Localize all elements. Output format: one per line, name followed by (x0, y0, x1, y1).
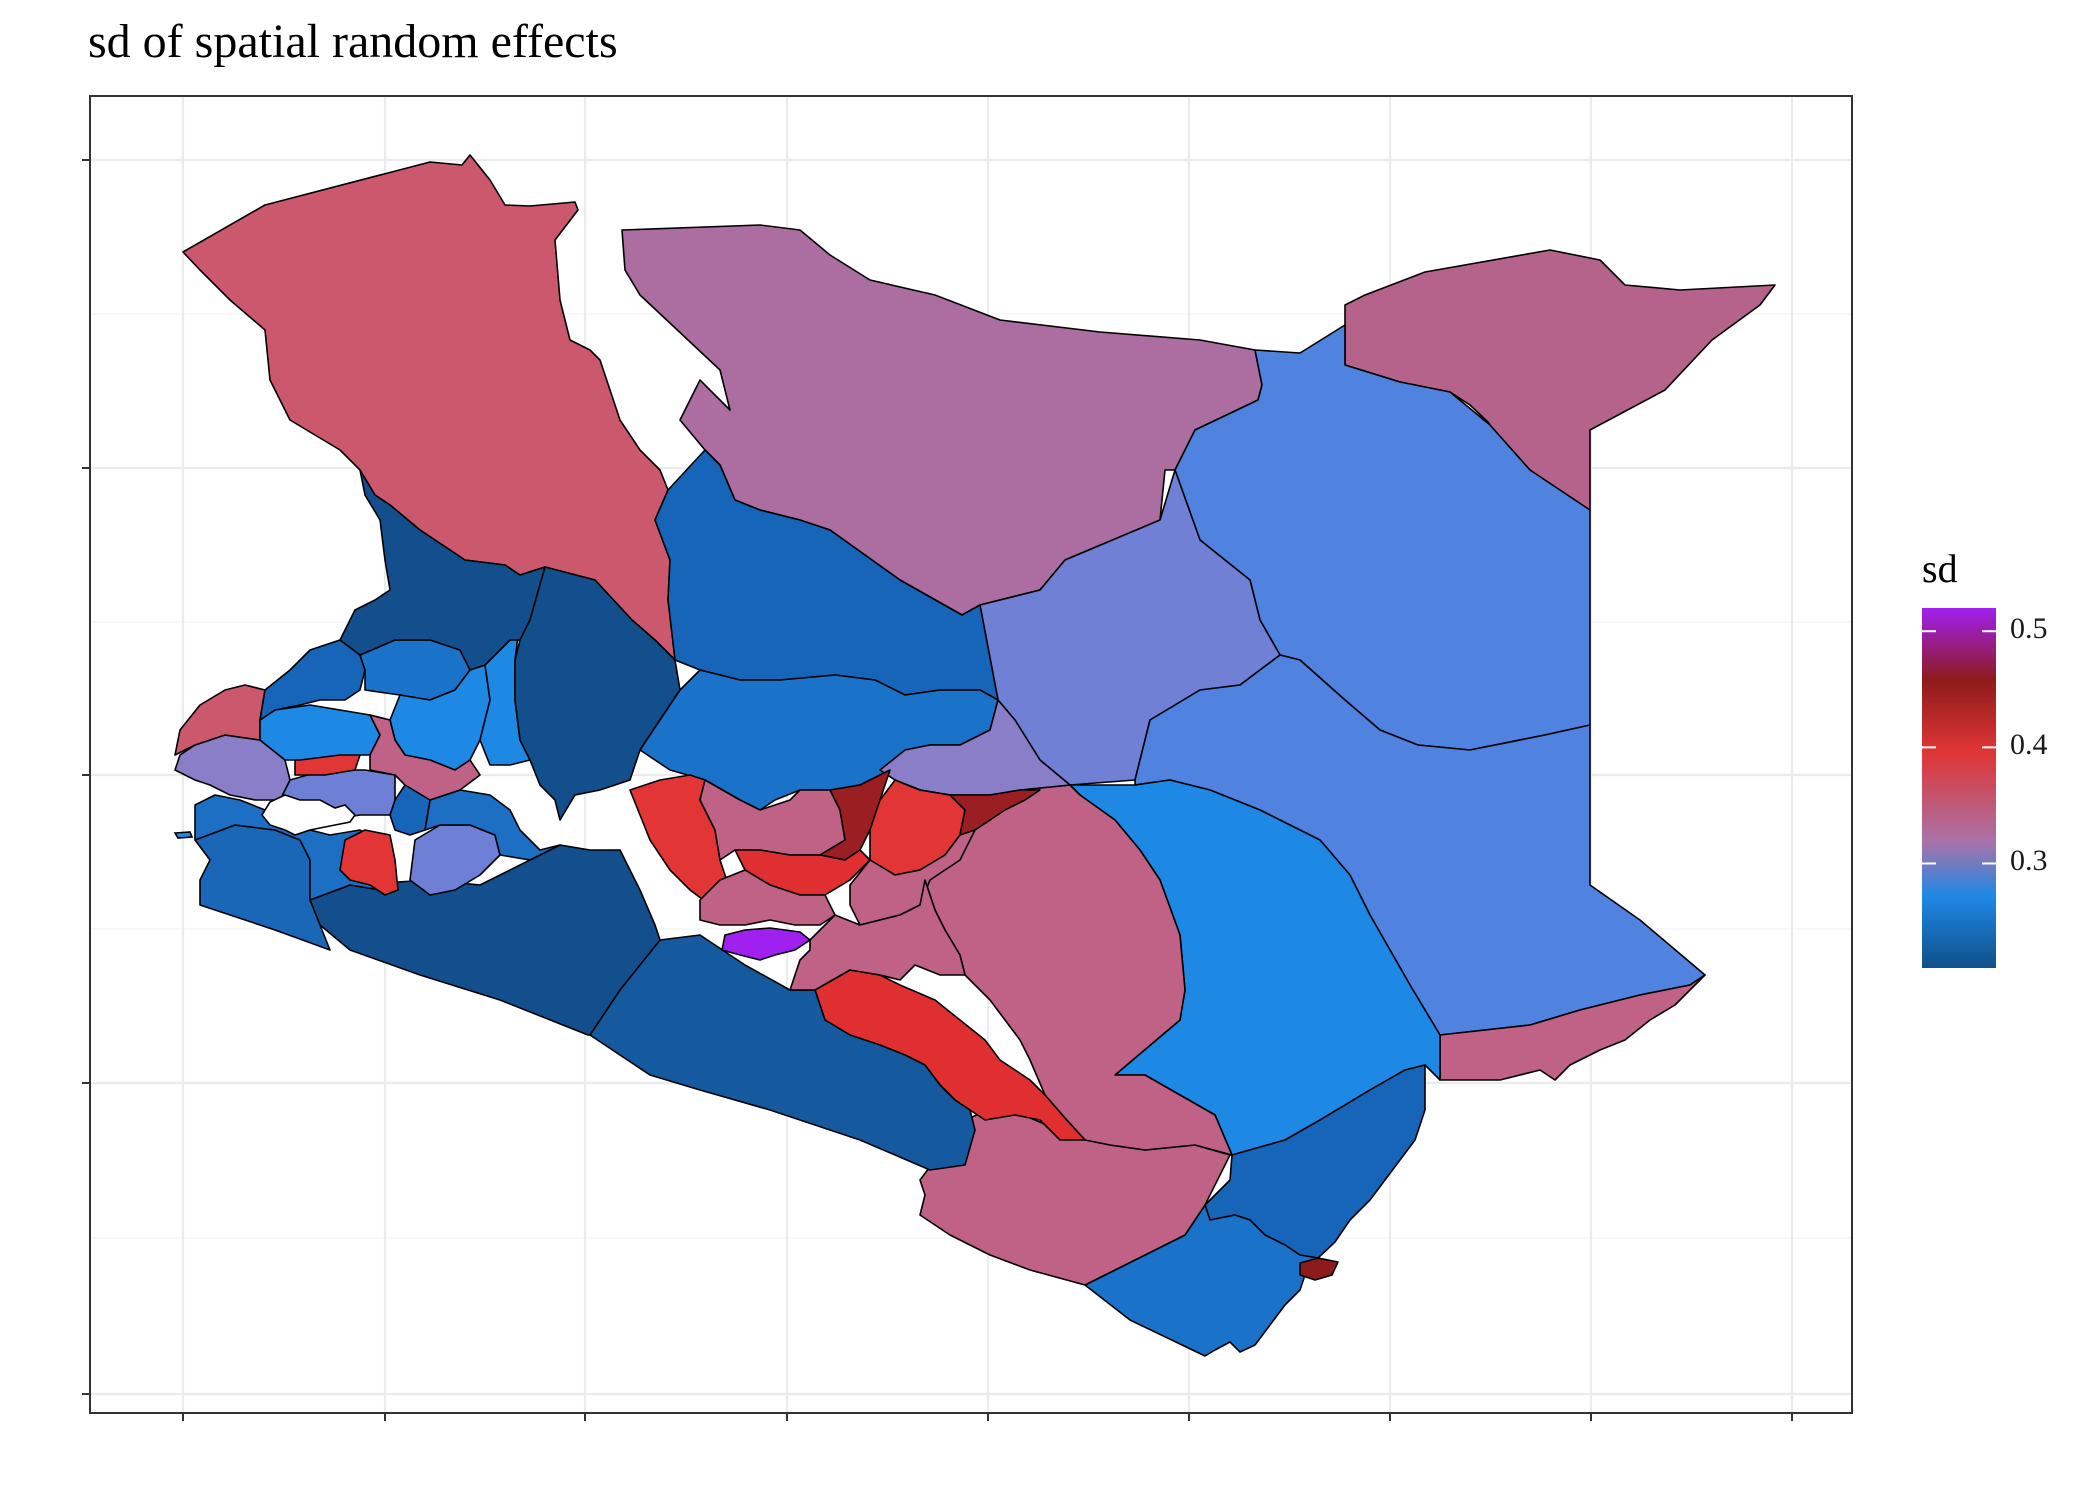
county-baringo (514, 566, 681, 821)
legend-break-label: 0.5 (2010, 612, 2048, 646)
county-nairobi (721, 927, 811, 961)
legend-ticks (1922, 630, 1996, 865)
county-mombasa (1299, 1257, 1339, 1281)
county-nandi (369, 714, 481, 801)
county-kwale (1084, 1204, 1319, 1357)
chart-title: sd of spatial random effects (88, 15, 618, 68)
island (173, 831, 194, 839)
lake-victoria (261, 794, 357, 836)
county-lamu (1439, 974, 1706, 1081)
legend-title: sd (1922, 546, 1958, 591)
county-kiambu (699, 869, 836, 926)
county-bungoma (259, 639, 366, 721)
county-narok (309, 844, 661, 1036)
axis-ticks (82, 159, 1793, 1421)
county-makueni (789, 879, 966, 991)
county-kisii (339, 829, 399, 896)
county-embu (849, 829, 976, 926)
legend-colorbar (1922, 608, 1996, 968)
county-west-pokot (339, 469, 546, 671)
county-kajiado (589, 934, 976, 1171)
county-kakamega (259, 704, 381, 761)
legend-break-label: 0.4 (2010, 728, 2048, 762)
legend-break-label: 0.3 (2010, 844, 2048, 878)
panel-border (89, 95, 1853, 1414)
counties (174, 154, 1776, 1357)
county-bomet (424, 789, 561, 861)
county-mandera (1344, 249, 1776, 511)
county-tharaka (894, 779, 1041, 836)
county-nakuru (629, 774, 731, 906)
